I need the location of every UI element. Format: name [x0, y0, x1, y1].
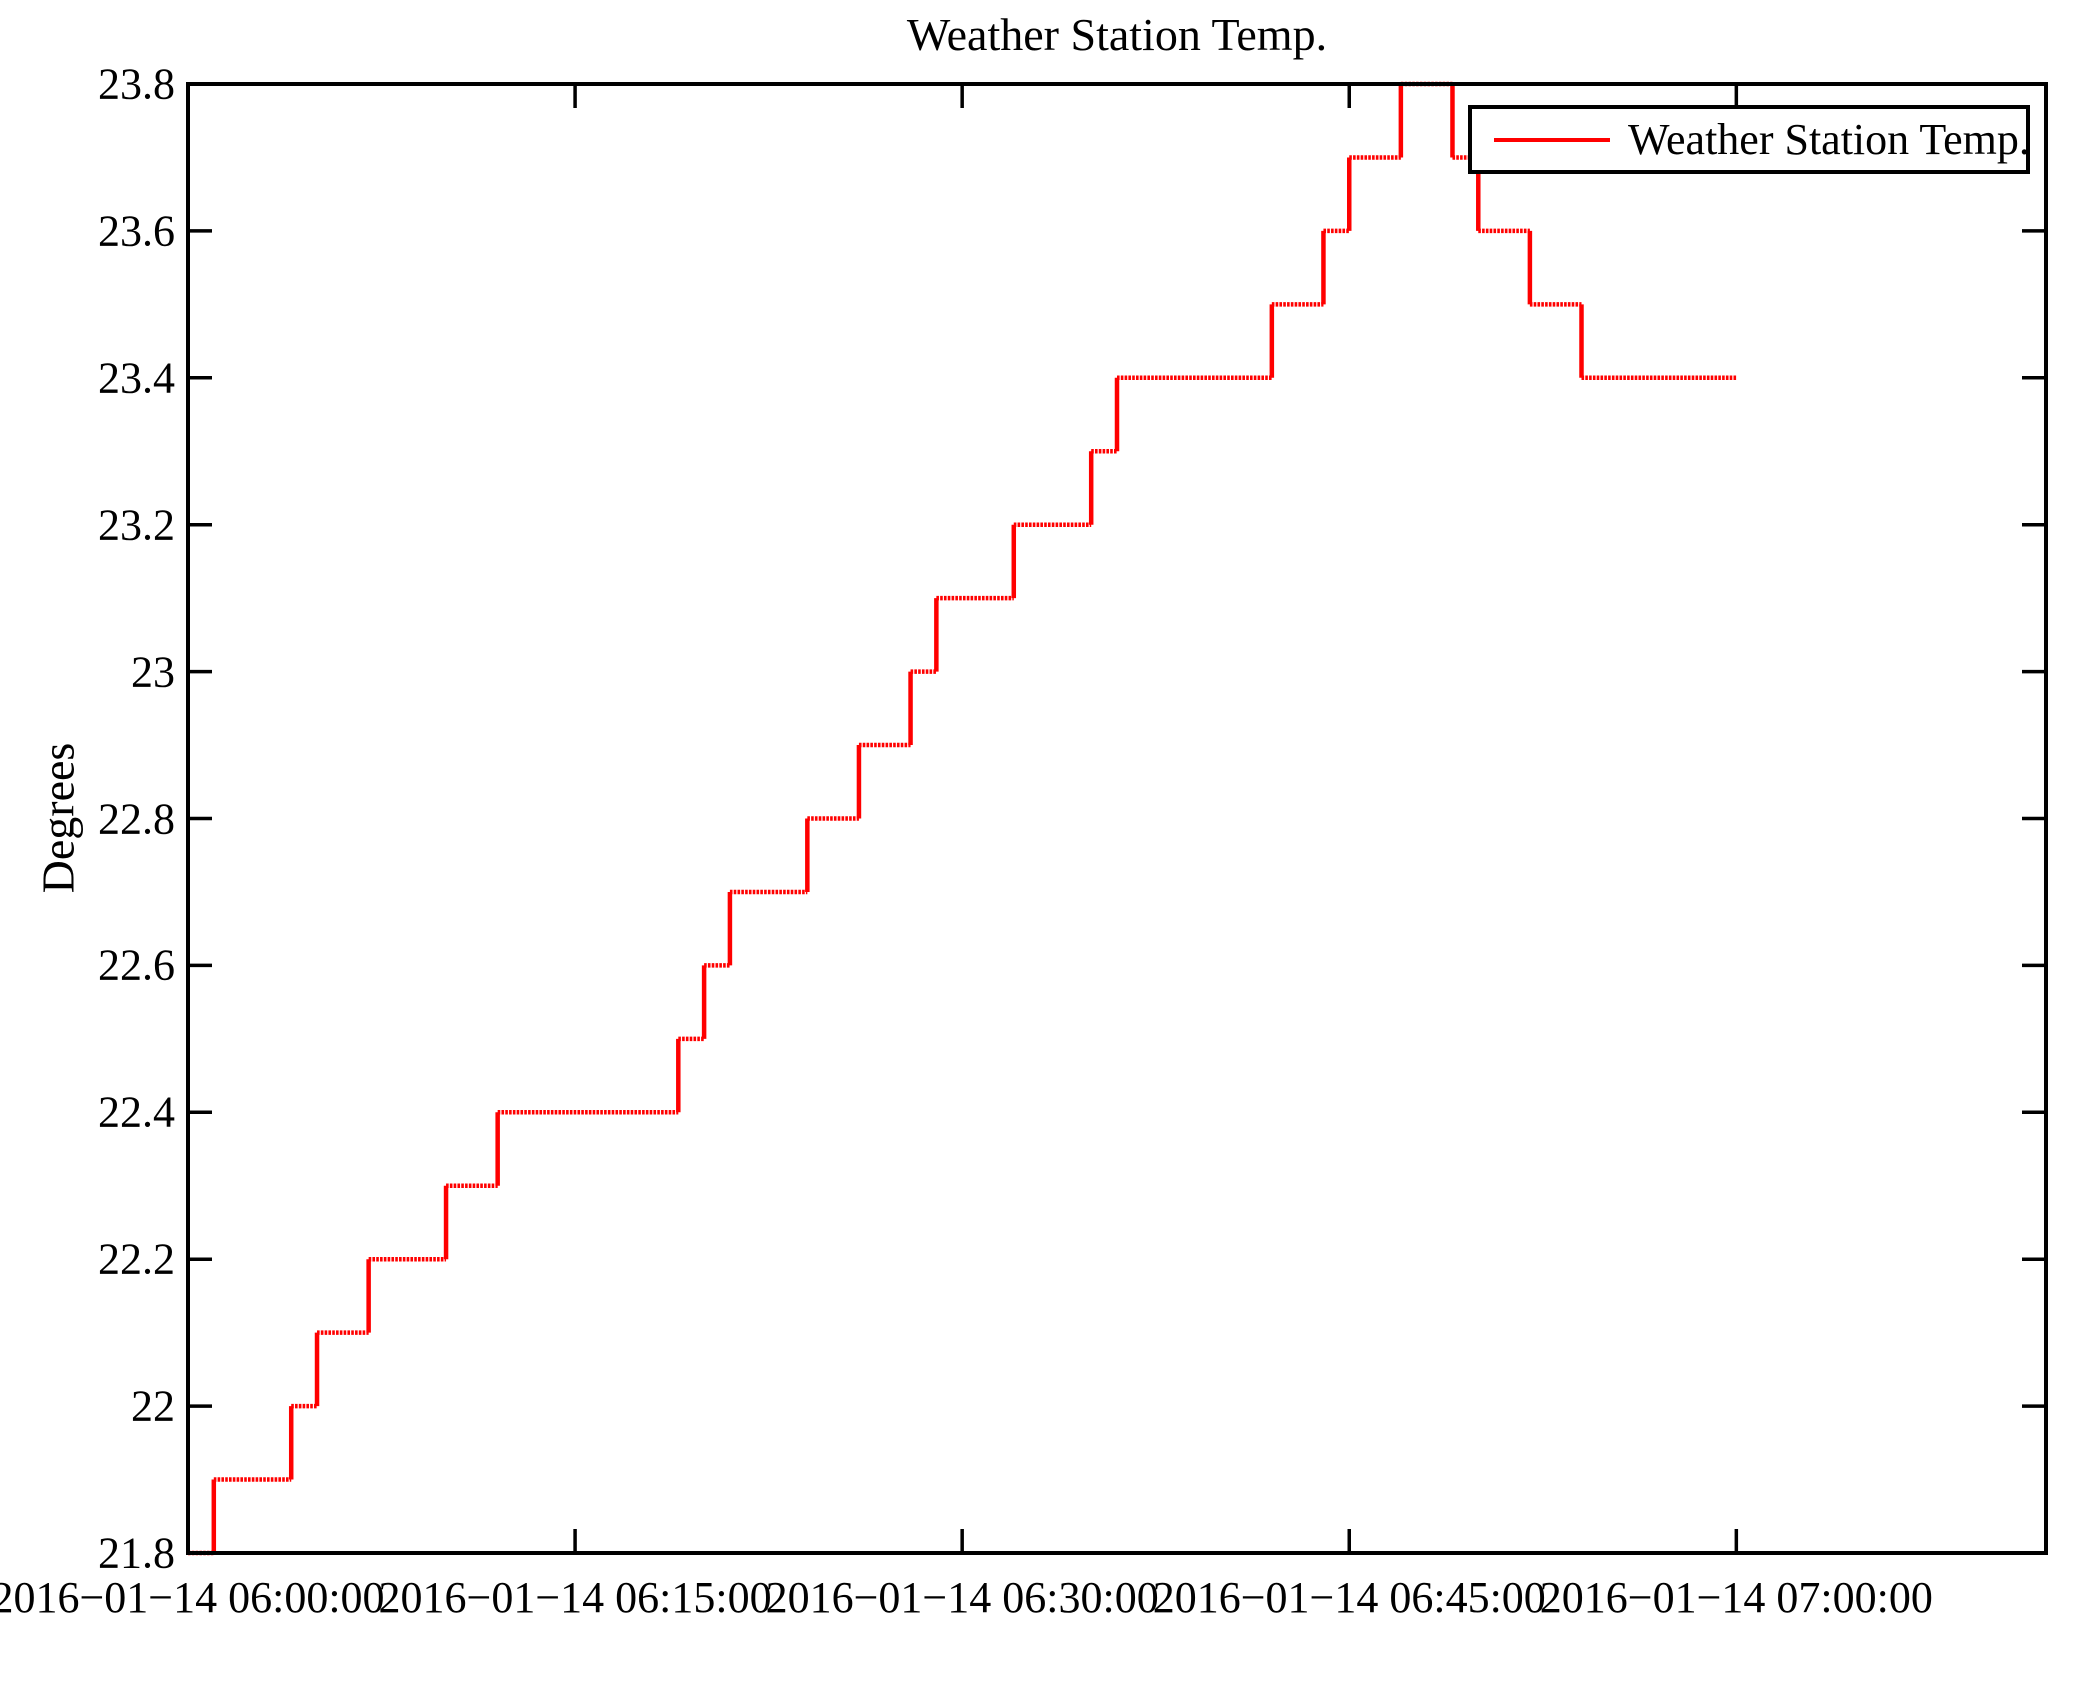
y-tick-label-4: 23 — [131, 647, 175, 697]
y-tick-label-7: 22.4 — [98, 1087, 175, 1137]
x-tick-label-2: 2016−01−14 06:30:00 — [765, 1573, 1159, 1622]
y-tick-label-0: 23.8 — [98, 59, 175, 109]
legend-label: Weather Station Temp. — [1628, 115, 2030, 164]
legend: Weather Station Temp. — [1468, 105, 2030, 174]
y-tick-label-9: 22 — [131, 1381, 175, 1431]
x-tick-label-1: 2016−01−14 06:15:00 — [378, 1573, 772, 1622]
plot-border — [186, 82, 2048, 1555]
y-tick-label-5: 22.8 — [98, 794, 175, 843]
x-tick-label-3: 2016−01−14 06:45:00 — [1152, 1573, 1546, 1622]
y-tick-label-8: 22.2 — [98, 1234, 175, 1284]
legend-line-icon — [1494, 137, 1610, 142]
y-axis-title: Degrees — [32, 742, 84, 894]
chart-title: Weather Station Temp. — [906, 9, 1328, 60]
y-tick-label-2: 23.4 — [98, 353, 175, 403]
y-tick-label-6: 22.6 — [98, 940, 175, 990]
x-tick-label-4: 2016−01−14 07:00:00 — [1539, 1573, 1933, 1622]
temperature-step-line — [188, 81, 1737, 1556]
y-tick-label-10: 21.8 — [98, 1528, 175, 1578]
axis-ticks — [186, 82, 2046, 1555]
y-tick-label-3: 23.2 — [98, 500, 175, 550]
y-tick-label-1: 23.6 — [98, 206, 175, 256]
x-tick-label-0: 2016−01−14 06:00:00 — [0, 1573, 385, 1622]
